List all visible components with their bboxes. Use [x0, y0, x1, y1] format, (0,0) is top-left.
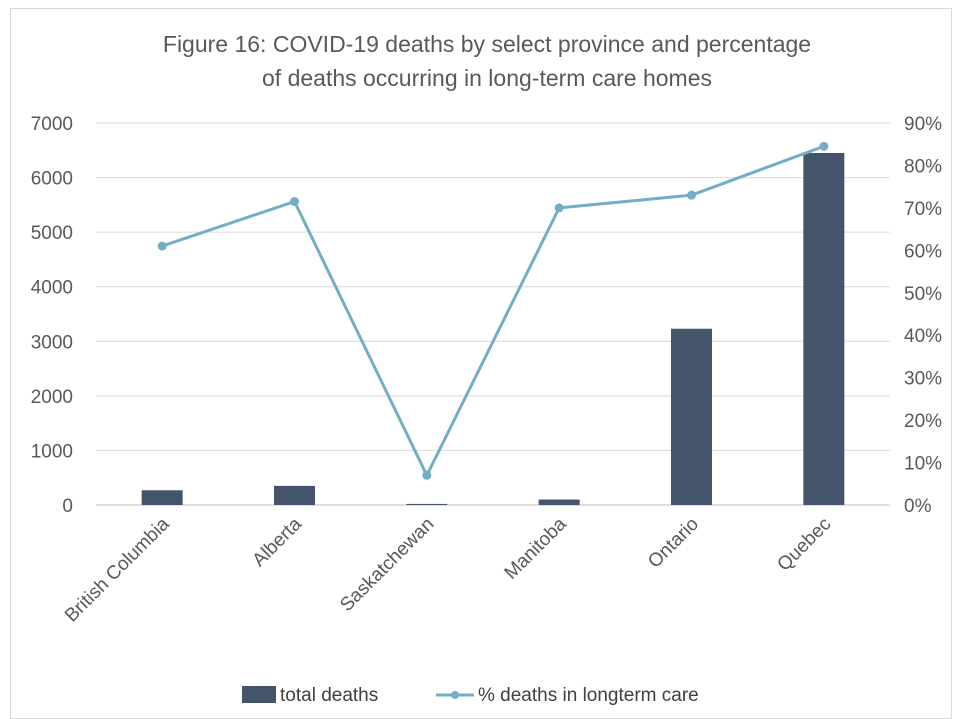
- category-label: Manitoba: [501, 513, 571, 583]
- chart-title-line-2: of deaths occurring in long-term care ho…: [262, 65, 712, 91]
- category-label: Quebec: [773, 514, 835, 576]
- legend-label-total-deaths: total deaths: [280, 685, 378, 706]
- right-tick-label: 60%: [904, 241, 942, 262]
- left-tick-label: 3000: [31, 332, 73, 353]
- legend-label-percent-ltc: % deaths in longterm care: [478, 685, 699, 706]
- right-tick-label: 70%: [904, 199, 942, 220]
- category-label: Ontario: [644, 514, 703, 573]
- line-point: [422, 470, 432, 480]
- right-tick-label: 10%: [904, 454, 942, 475]
- category-label: Saskatchewan: [336, 514, 438, 616]
- line-series-percent-ltc: [157, 141, 829, 480]
- left-tick-label: 0: [62, 496, 73, 517]
- series-line: [161, 144, 825, 477]
- legend-marker-percent-ltc: [451, 691, 459, 699]
- category-axis-labels: British Columbia Alberta Saskatchewan Manit…: [61, 513, 835, 626]
- right-tick-label: 90%: [904, 114, 942, 135]
- gridlines: [96, 122, 890, 506]
- bar: [406, 503, 448, 505]
- chart-title-line-1: Figure 16: COVID-19 deaths by select pro…: [163, 31, 811, 57]
- category-label: Alberta: [249, 513, 307, 571]
- category-label: British Columbia: [61, 513, 174, 626]
- left-tick-label: 1000: [31, 441, 73, 462]
- legend: total deaths % deaths in longterm care: [242, 685, 699, 706]
- line-point: [157, 241, 167, 251]
- right-tick-label: 30%: [904, 369, 942, 390]
- right-tick-label: 20%: [904, 411, 942, 432]
- line-point: [819, 141, 829, 151]
- bar-series-total-deaths: [141, 153, 845, 505]
- right-tick-label: 50%: [904, 284, 942, 305]
- line-point: [687, 190, 696, 200]
- right-axis-ticks: 0% 10% 20% 30% 40% 50% 60% 70% 80% 90%: [904, 114, 942, 517]
- right-tick-label: 80%: [904, 156, 942, 177]
- bar: [538, 499, 580, 505]
- left-tick-label: 4000: [31, 278, 73, 299]
- bar: [671, 328, 712, 505]
- bar: [141, 490, 183, 505]
- line-point: [290, 197, 299, 207]
- right-tick-label: 0%: [904, 496, 932, 517]
- left-axis-ticks: 0 1000 2000 3000 4000 5000 6000 7000: [31, 114, 73, 517]
- left-tick-label: 7000: [31, 114, 73, 135]
- bar: [274, 485, 315, 505]
- left-tick-label: 2000: [31, 387, 73, 408]
- legend-swatch-total-deaths: [242, 686, 276, 703]
- left-tick-label: 6000: [31, 169, 73, 190]
- bar: [803, 153, 845, 505]
- left-tick-label: 5000: [31, 223, 73, 244]
- right-tick-label: 40%: [904, 326, 942, 347]
- line-point: [554, 203, 564, 213]
